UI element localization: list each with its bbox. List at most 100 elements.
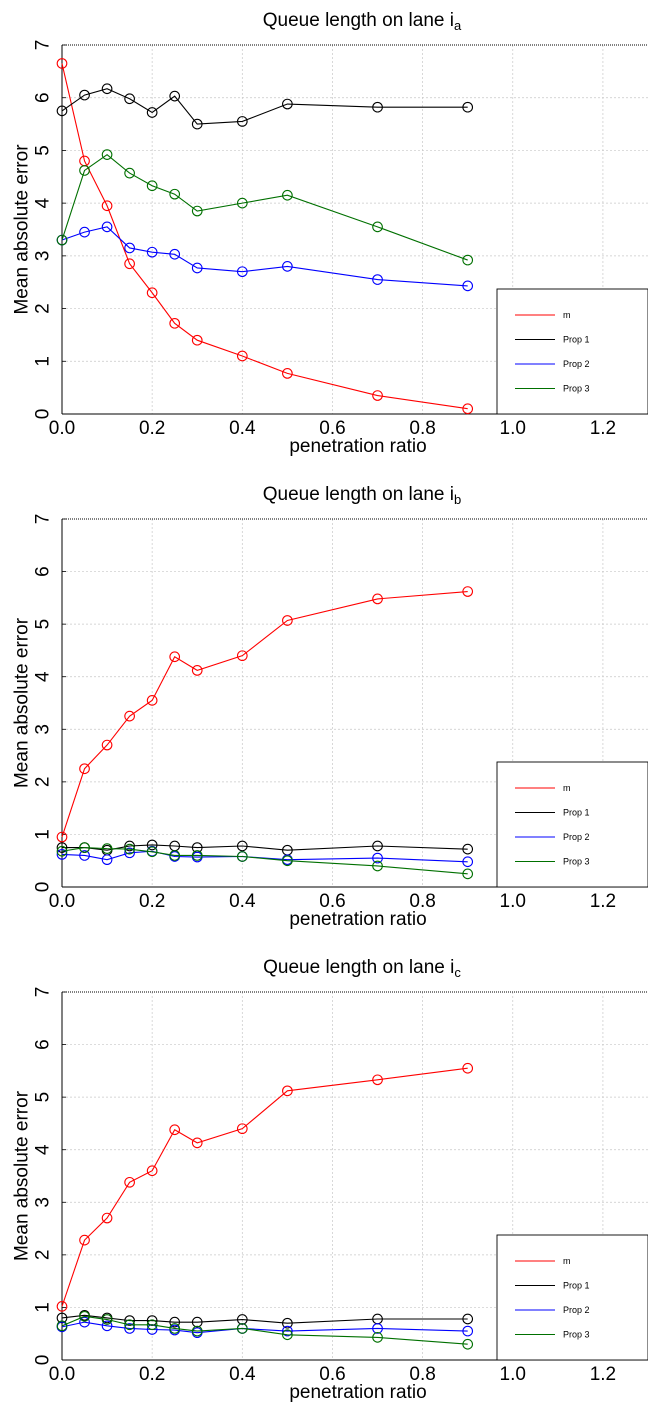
data-point	[462, 843, 474, 855]
data-point	[462, 101, 474, 113]
data-point	[146, 1319, 158, 1331]
chart-1: 0 1 2 3 4 5 6 7 0.0 0.2 0.4 0.6 0.8 1.0 1.2 penetration…	[12, 10, 648, 457]
data-point	[169, 1316, 181, 1328]
data-point	[462, 586, 474, 597]
y-tick-label: 2	[33, 303, 54, 314]
x-tick-label: 0.8	[409, 891, 435, 912]
chart-title: Queue length on lane ia	[263, 10, 462, 33]
series-line	[61, 1067, 468, 1307]
data-point	[124, 847, 135, 859]
x-tick-label: 1.0	[500, 891, 526, 912]
y-tick-label: 1	[33, 1302, 54, 1313]
data-point	[372, 390, 383, 401]
data-point	[462, 1313, 474, 1325]
data-point	[124, 93, 135, 105]
data-point	[101, 854, 113, 866]
data-point	[282, 615, 293, 626]
data-point	[101, 221, 113, 233]
y-tick-label: 6	[33, 92, 54, 103]
legend-label: m	[563, 1256, 571, 1266]
data-point	[146, 839, 158, 851]
data-point	[169, 850, 181, 861]
y-tick-label: 6	[33, 566, 54, 577]
series-line	[61, 63, 468, 410]
data-point	[79, 1316, 90, 1328]
data-point	[282, 261, 293, 272]
legend-label: Prop 2	[563, 832, 590, 842]
data-point	[146, 107, 158, 118]
data-point	[372, 852, 383, 864]
chart-2: 0 1 2 3 4 5 6 7 0.0 0.2 0.4 0.6 0.8 1.0 1.2 penetration…	[12, 484, 648, 930]
data-point	[79, 1311, 90, 1322]
x-tick-label: 0.2	[139, 418, 165, 439]
x-tick-label: 0.4	[229, 891, 256, 912]
x-tick-label: 1.2	[590, 891, 616, 912]
series-prop-2	[56, 221, 474, 292]
data-point	[124, 710, 135, 722]
data-point	[191, 118, 203, 130]
data-point	[56, 845, 68, 857]
legend: m Prop 1 Prop 2 Prop 3	[496, 1234, 648, 1361]
series-prop-2	[56, 1316, 474, 1339]
data-point	[124, 1323, 135, 1334]
series-line	[61, 153, 468, 261]
chart-title: Queue length on lane ic	[263, 957, 461, 980]
data-point	[56, 1301, 68, 1312]
y-tick-label: 5	[33, 619, 54, 630]
data-point	[56, 1320, 68, 1332]
data-point	[124, 1315, 135, 1326]
data-point	[101, 200, 113, 212]
data-point	[462, 1338, 474, 1350]
data-point	[56, 831, 68, 843]
x-tick-label: 0.0	[49, 418, 75, 439]
data-point	[372, 221, 383, 233]
data-point	[191, 665, 203, 676]
data-point	[169, 90, 181, 102]
y-tick-label: 7	[33, 40, 54, 51]
data-point	[56, 849, 68, 860]
legend-box	[496, 761, 648, 888]
data-point	[124, 167, 135, 179]
data-point	[236, 650, 248, 662]
data-point	[372, 101, 383, 113]
legend-label: Prop 1	[563, 335, 590, 345]
y-tick-label: 0	[33, 1355, 54, 1366]
data-point	[124, 1176, 135, 1188]
data-point	[372, 1323, 383, 1334]
series-prop-2	[56, 845, 474, 868]
y-tick-label: 1	[33, 356, 54, 367]
data-point	[191, 850, 203, 861]
data-point	[101, 83, 113, 95]
series-prop-1	[56, 1309, 474, 1329]
y-axis-label: Mean absolute error	[12, 144, 33, 315]
data-point	[236, 266, 248, 278]
y-tick-label: 5	[33, 145, 54, 156]
x-tick-label: 0.0	[49, 1364, 75, 1385]
series-line	[61, 88, 468, 125]
y-tick-label: 3	[33, 1197, 54, 1208]
legend: m Prop 1 Prop 2 Prop 3	[496, 761, 648, 888]
series-prop-3	[56, 842, 474, 880]
data-point	[462, 254, 474, 266]
series-line	[61, 847, 468, 875]
legend-label: m	[563, 310, 571, 320]
series-m	[56, 58, 474, 415]
data-point	[79, 1234, 90, 1246]
series-prop-1	[56, 83, 474, 130]
data-point	[146, 695, 158, 706]
data-point	[146, 180, 158, 192]
legend-label: Prop 3	[563, 384, 590, 394]
data-point	[191, 1137, 203, 1149]
data-point	[191, 205, 203, 217]
data-point	[79, 842, 90, 853]
data-point	[236, 840, 248, 852]
data-point	[236, 1314, 248, 1325]
series-line	[61, 1314, 468, 1324]
series-m	[56, 1062, 474, 1312]
series-line	[61, 591, 468, 838]
data-point	[124, 258, 135, 270]
y-tick-label: 0	[33, 409, 54, 420]
data-point	[146, 1165, 158, 1177]
data-point	[169, 651, 181, 663]
data-point	[282, 1085, 293, 1097]
